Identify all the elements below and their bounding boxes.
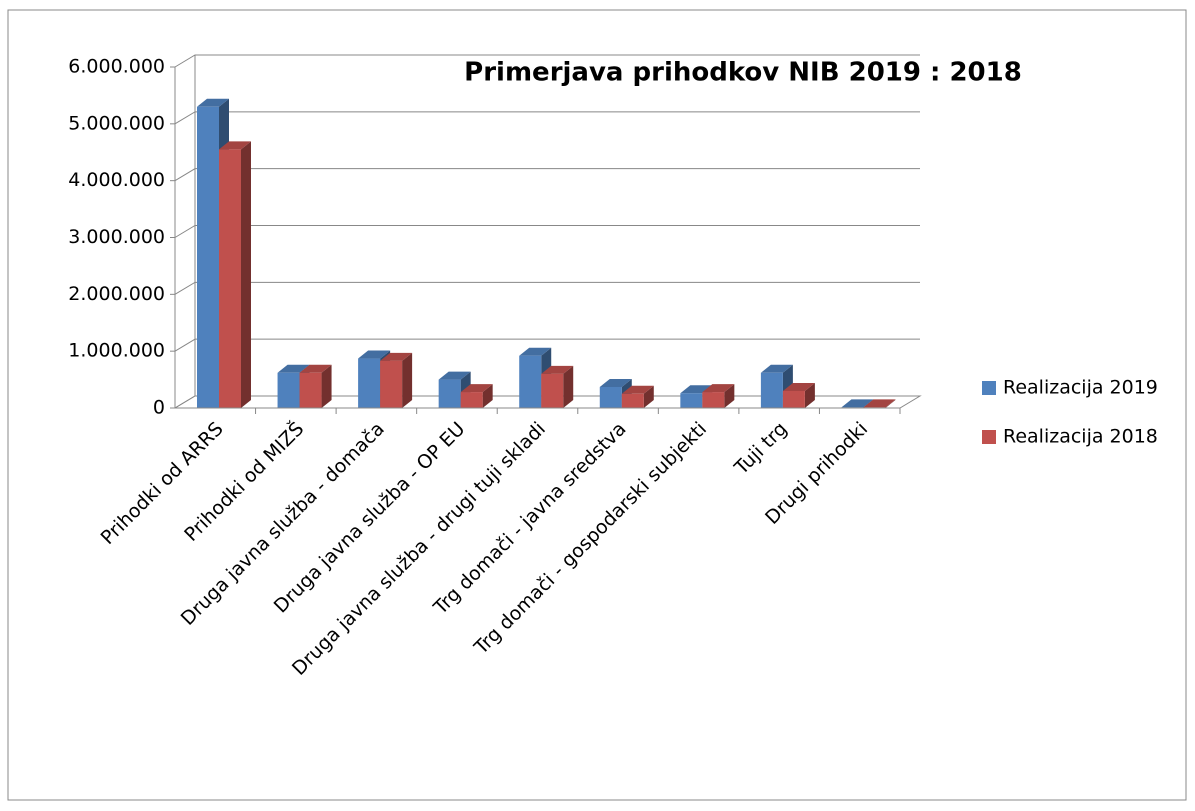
chart-title: Primerjava prihodkov NIB 2019 : 2018 <box>464 58 1022 88</box>
grid-line <box>174 111 920 125</box>
bar <box>219 141 251 409</box>
bar <box>438 371 471 408</box>
bar-face <box>197 98 229 107</box>
bar-face <box>782 382 815 391</box>
bar-face <box>321 364 332 408</box>
bar-face <box>277 364 310 373</box>
bar <box>380 352 413 408</box>
bar-face <box>197 106 219 409</box>
bar-face <box>241 141 251 409</box>
bar-face <box>760 364 793 373</box>
bar <box>621 385 654 408</box>
bar-face <box>541 365 574 374</box>
bar-face <box>380 360 403 408</box>
bar <box>702 384 735 408</box>
bar-face <box>380 352 413 361</box>
grid-line <box>174 395 920 409</box>
bar-face <box>219 149 241 409</box>
bar-face <box>621 385 654 394</box>
legend-label: Realizacija 2018 <box>1003 426 1158 448</box>
grid-line <box>174 225 920 238</box>
bar <box>541 365 574 408</box>
y-tick-label: 4.000.000 <box>68 169 165 191</box>
bar-face <box>541 373 564 408</box>
legend-label: Realizacija 2019 <box>1003 377 1158 399</box>
bar-face <box>599 386 622 408</box>
bar-face <box>702 392 725 408</box>
bar-face <box>358 350 391 359</box>
bar-face <box>863 399 896 408</box>
bar-face <box>460 392 483 408</box>
bar <box>299 364 332 408</box>
bar-face <box>841 399 874 408</box>
grid-line <box>174 338 920 352</box>
bar-face <box>760 372 783 408</box>
bar-face <box>519 347 552 356</box>
y-tick-label: 3.000.000 <box>68 226 165 248</box>
bar <box>460 384 493 408</box>
y-tick-label: 2.000.000 <box>68 283 165 305</box>
bar-face <box>482 384 493 408</box>
bar-face <box>680 393 703 408</box>
bar-face <box>460 384 493 393</box>
legend-swatch <box>982 381 996 395</box>
bar-face <box>219 141 251 150</box>
bar-face <box>563 365 574 408</box>
bar-face <box>358 358 381 408</box>
bar-face <box>702 384 735 393</box>
grid-line <box>174 168 920 182</box>
bar-face <box>782 390 805 408</box>
y-tick-label: 0 <box>153 397 165 419</box>
bar-face <box>885 399 896 408</box>
grid-line <box>174 281 920 295</box>
bar-face <box>277 372 300 408</box>
bar-face <box>299 364 332 373</box>
bar-face <box>804 382 815 408</box>
bar-face <box>599 378 632 387</box>
bar-face <box>299 372 322 408</box>
bar-face <box>621 393 644 408</box>
bar-face <box>643 385 654 408</box>
bar-face <box>519 355 542 408</box>
bar-face <box>438 371 471 380</box>
bar-face <box>724 384 735 408</box>
y-tick-label: 1.000.000 <box>68 340 165 362</box>
legend-swatch <box>982 430 996 444</box>
bar <box>782 382 815 408</box>
bar-face <box>402 352 413 408</box>
y-tick-label: 6.000.000 <box>68 56 165 78</box>
y-tick-label: 5.000.000 <box>68 112 165 134</box>
bar-face <box>438 379 461 408</box>
grid-line <box>174 54 920 68</box>
